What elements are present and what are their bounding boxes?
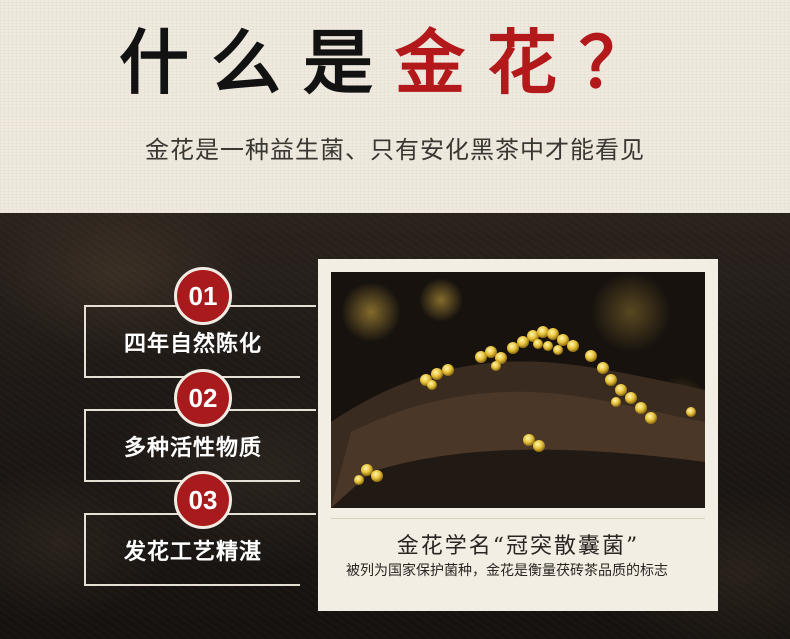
page-title: 什么是金花？ — [0, 18, 790, 108]
caption-title: 金花学名“冠突散囊菌” — [396, 534, 640, 559]
golden-flower-fungus-photo — [331, 272, 705, 508]
page-subtitle: 金花是一种益生菌、只有安化黑茶中才能看见 — [145, 136, 645, 164]
feature-label-2: 多种活性物质 — [123, 435, 262, 461]
feature-label-3: 发花工艺精湛 — [123, 539, 262, 565]
feature-label-1: 四年自然陈化 — [123, 331, 262, 357]
feature-number-badge-1: 01 — [174, 267, 232, 325]
spore-cluster — [354, 326, 696, 485]
feature-number-badge-3: 03 — [174, 471, 232, 529]
header-section: 什么是金花？ 金花是一种益生菌、只有安化黑茶中才能看见 — [0, 0, 790, 213]
title-black-part: 什么是 — [119, 21, 395, 104]
title-red-part: 金花？ — [395, 21, 671, 104]
caption-text: 被列为国家保护菌种，金花是衡量茯砖茶品质的标志 — [346, 563, 668, 579]
fungus-illustration — [331, 272, 705, 508]
caption-divider — [331, 518, 705, 519]
feature-number-badge-2: 02 — [174, 369, 232, 427]
